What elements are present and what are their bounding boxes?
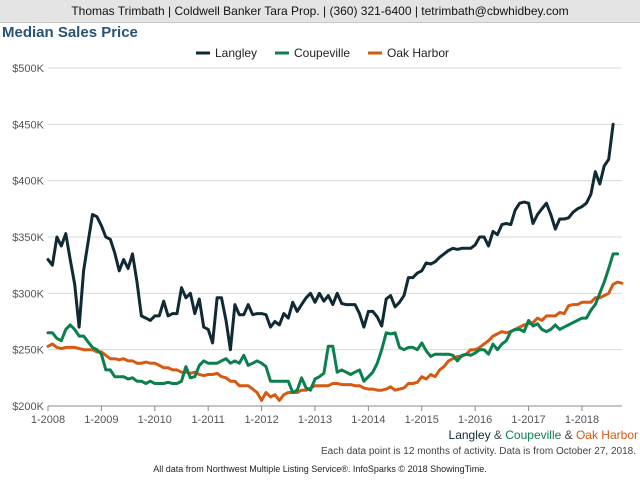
y-tick-label: $400K (12, 176, 44, 188)
x-tick-label: 1-2009 (84, 414, 118, 426)
x-tick-label: 1-2013 (298, 414, 332, 426)
chart-title: Median Sales Price (2, 24, 138, 41)
x-tick-label: 1-2018 (565, 414, 599, 426)
x-tick-label: 1-2010 (138, 414, 172, 426)
x-tick-label: 1-2017 (511, 414, 545, 426)
legend-label-coupeville: Coupeville (294, 46, 350, 60)
agent-contact-line: Thomas Trimbath | Coldwell Banker Tara P… (71, 4, 569, 18)
x-tick-label: 1-2011 (191, 414, 224, 426)
x-tick-label: 1-2012 (244, 414, 278, 426)
agent-header: Thomas Trimbath | Coldwell Banker Tara P… (0, 0, 640, 23)
y-tick-label: $450K (12, 119, 44, 131)
y-tick-label: $500K (12, 63, 44, 75)
series-layer (46, 122, 624, 402)
y-tick-label: $200K (12, 401, 44, 413)
caption-oak-harbor: Oak Harbor (575, 428, 638, 442)
legend-layer: Langley Coupeville Oak Harbor (196, 46, 449, 60)
legend-label-oak-harbor: Oak Harbor (387, 46, 449, 60)
series-caption: Langley & Coupeville & Oak Harbor (449, 428, 638, 442)
x-tick-label: 1-2015 (405, 414, 439, 426)
y-tick-label: $300K (12, 288, 44, 300)
x-tick-label: 1-2016 (458, 414, 492, 426)
caption-separator: & (490, 428, 506, 442)
data-source: All data from Northwest Multiple Listing… (153, 464, 487, 474)
caption-langley: Langley (448, 428, 491, 442)
series-line-langley (46, 122, 615, 352)
x-tick-label: 1-2014 (351, 414, 385, 426)
series-line-coupeville (46, 252, 620, 394)
y-tick-label: $250K (12, 345, 44, 357)
axis-layer: $200K $250K $300K $350K $400K $450K $500K 1-200… (12, 63, 622, 426)
caption-coupeville: Coupeville (505, 428, 562, 442)
caption-separator: & (561, 428, 576, 442)
x-tick-label: 1-2008 (31, 414, 65, 426)
data-note: Each data point is 12 months of activity… (321, 446, 636, 457)
y-tick-label: $350K (12, 232, 44, 244)
legend-label-langley: Langley (215, 46, 257, 60)
